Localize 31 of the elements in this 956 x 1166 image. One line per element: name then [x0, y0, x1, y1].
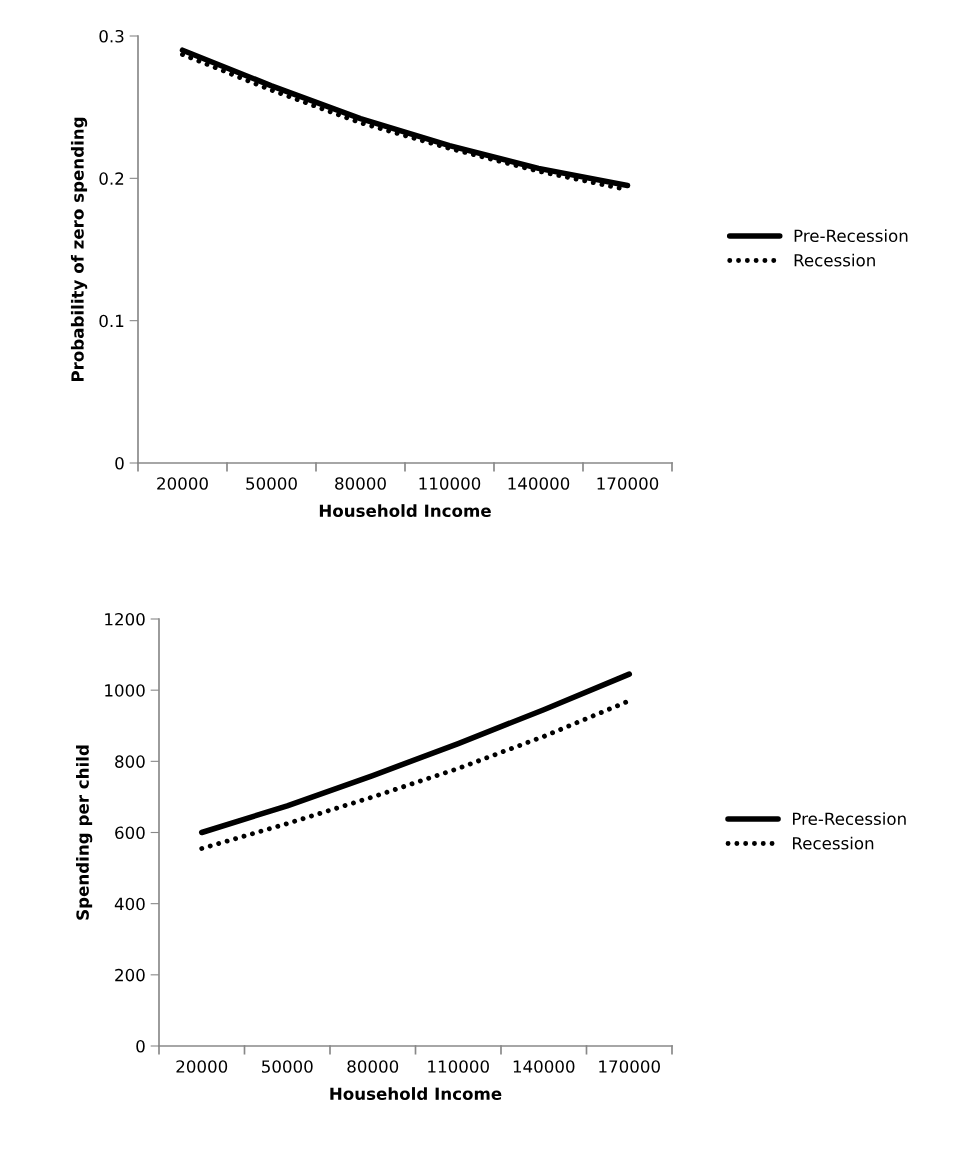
x-tick-label: 20000 [176, 1060, 228, 1073]
x-tick-label: 50000 [262, 1060, 313, 1073]
y-tick-label: 800 [115, 755, 145, 768]
x-tick-label: 50000 [246, 477, 297, 490]
x-tick-label: 80000 [335, 477, 386, 490]
legend-label: Recession [794, 253, 875, 267]
y-axis-title: Spending per child [76, 745, 93, 920]
x-tick-label: 110000 [419, 477, 481, 490]
y-tick-label: 0 [115, 456, 124, 470]
x-tick-label: 80000 [347, 1060, 399, 1073]
y-tick-label: 0.1 [99, 314, 124, 328]
y-tick-label: 200 [115, 968, 145, 982]
x-tick-label: 170000 [597, 477, 659, 490]
y-tick-label: 1000 [105, 684, 145, 697]
x-tick-label: 140000 [513, 1060, 575, 1073]
legend-label: Pre-Recession [793, 812, 906, 826]
y-tick-label: 0 [136, 1039, 145, 1053]
y-axis-title: Probability of zero spending [70, 117, 88, 382]
y-tick-label: 600 [115, 826, 145, 840]
legend-label: Pre-Recession [794, 229, 908, 243]
x-tick-label: 170000 [599, 1060, 660, 1073]
y-tick-label: 1200 [105, 612, 145, 626]
y-tick-label: 0.2 [99, 172, 124, 185]
x-tick-label: 140000 [508, 477, 570, 490]
x-axis-title: Household Income [330, 1087, 502, 1101]
y-tick-label: 0.3 [99, 29, 124, 43]
x-tick-label: 110000 [428, 1060, 489, 1073]
x-tick-label: 20000 [157, 477, 208, 490]
x-axis-title: Household Income [319, 504, 491, 518]
y-tick-label: 400 [114, 897, 145, 911]
legend-label: Recession [793, 836, 874, 850]
